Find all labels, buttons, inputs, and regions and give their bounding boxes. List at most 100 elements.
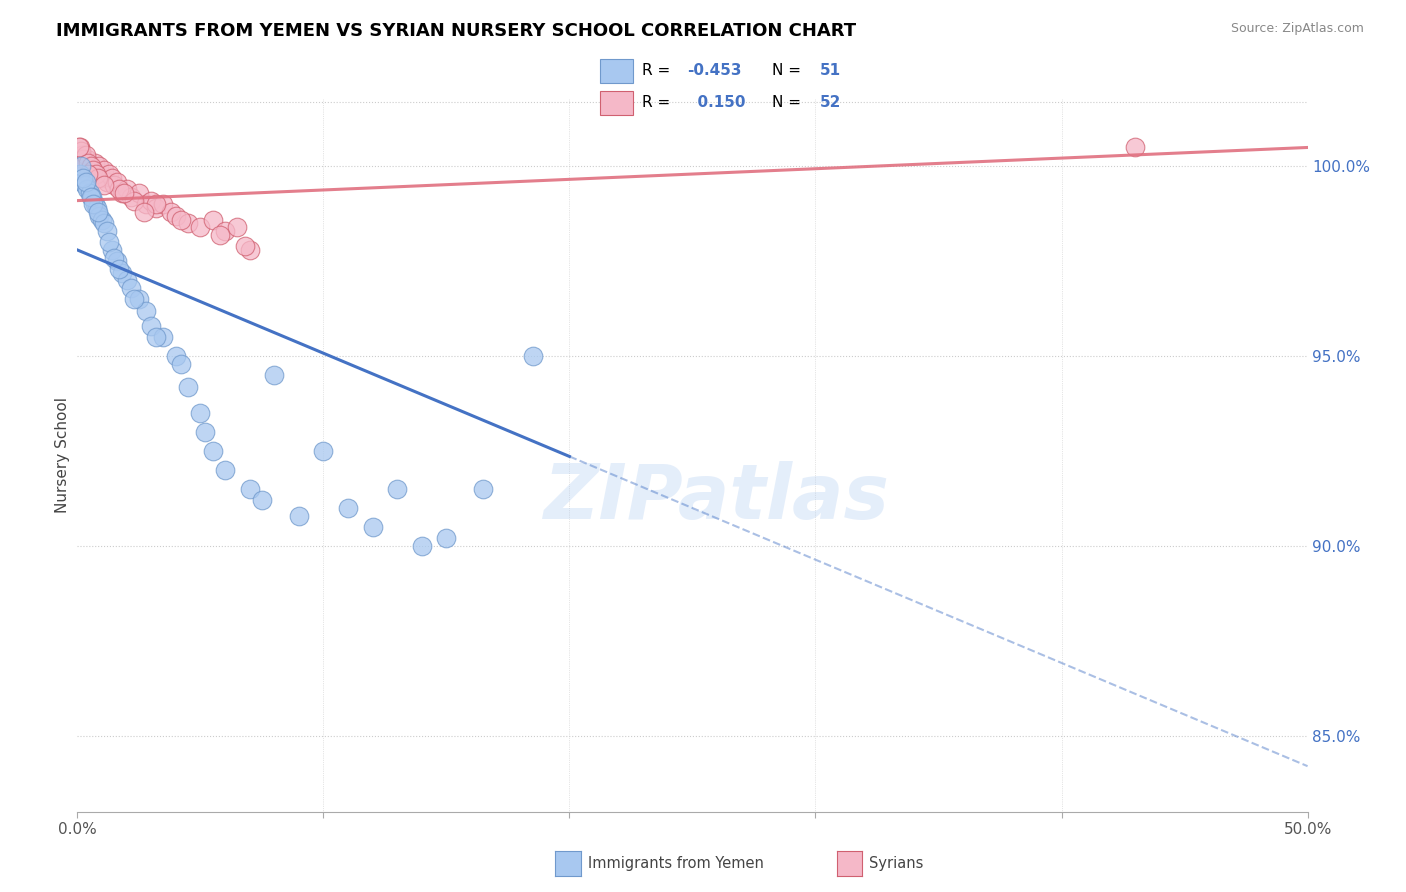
FancyBboxPatch shape	[599, 59, 633, 83]
Point	[80, 190, 103, 204]
Point	[93, 216, 115, 230]
Point	[135, 197, 157, 211]
Point	[165, 209, 187, 223]
Point	[108, 261, 131, 276]
Point	[70, 160, 93, 174]
Point	[194, 425, 217, 439]
Point	[90, 212, 114, 227]
Point	[141, 194, 163, 208]
Point	[112, 186, 135, 200]
Point	[250, 493, 273, 508]
Point	[111, 266, 134, 280]
Text: N =: N =	[772, 95, 806, 110]
Point	[82, 163, 104, 178]
Point	[288, 508, 311, 523]
Point	[67, 140, 90, 154]
Text: R =: R =	[643, 95, 675, 110]
Point	[201, 444, 224, 458]
Point	[141, 318, 163, 333]
Point	[233, 239, 256, 253]
Point	[83, 197, 105, 211]
Point	[69, 167, 91, 181]
Point	[387, 482, 409, 496]
Point	[77, 167, 100, 181]
Point	[209, 227, 232, 242]
Point	[96, 224, 118, 238]
Point	[82, 190, 104, 204]
Point	[115, 273, 138, 287]
Point	[522, 349, 544, 363]
Point	[70, 148, 93, 162]
Text: ZIPatlas: ZIPatlas	[544, 461, 890, 534]
FancyBboxPatch shape	[599, 91, 633, 115]
Point	[145, 330, 167, 344]
Point	[93, 163, 115, 178]
Point	[170, 212, 193, 227]
Point	[214, 224, 236, 238]
Point	[226, 220, 249, 235]
Point	[75, 175, 97, 189]
Point	[90, 170, 114, 185]
Text: N =: N =	[772, 63, 806, 78]
Point	[70, 175, 93, 189]
Point	[152, 197, 174, 211]
Text: Source: ZipAtlas.com: Source: ZipAtlas.com	[1230, 22, 1364, 36]
Text: Syrians: Syrians	[869, 856, 924, 871]
Point	[128, 186, 150, 200]
Point	[86, 201, 108, 215]
Point	[128, 293, 150, 307]
Point	[165, 349, 187, 363]
Point	[103, 251, 125, 265]
Point	[76, 152, 98, 166]
Y-axis label: Nursery School: Nursery School	[55, 397, 70, 513]
Point	[86, 167, 108, 181]
Point	[98, 167, 121, 181]
Text: 52: 52	[820, 95, 842, 110]
Point	[239, 482, 262, 496]
Point	[72, 170, 94, 185]
Point	[69, 140, 91, 154]
Point	[411, 539, 433, 553]
Point	[103, 178, 125, 193]
Point	[472, 482, 495, 496]
Point	[84, 167, 107, 181]
Point	[101, 170, 124, 185]
Point	[96, 175, 118, 189]
Point	[105, 175, 128, 189]
Text: -0.453: -0.453	[688, 63, 742, 78]
Point	[361, 520, 384, 534]
Point	[177, 216, 200, 230]
Point	[111, 186, 134, 200]
Point	[89, 209, 111, 223]
Point	[135, 303, 157, 318]
Point	[160, 205, 183, 219]
Point	[93, 178, 115, 193]
Point	[80, 160, 103, 174]
Point	[122, 293, 145, 307]
Point	[170, 357, 193, 371]
Point	[312, 444, 335, 458]
Point	[201, 212, 224, 227]
Point	[73, 155, 96, 169]
Point	[72, 152, 94, 166]
Text: 51: 51	[820, 63, 841, 78]
Point	[73, 178, 96, 193]
Point	[87, 205, 110, 219]
Point	[1125, 140, 1147, 154]
Point	[190, 406, 212, 420]
Point	[121, 190, 143, 204]
Point	[101, 243, 124, 257]
Point	[87, 170, 110, 185]
Point	[436, 532, 458, 546]
Point	[70, 145, 93, 159]
Point	[79, 186, 101, 200]
Point	[122, 194, 145, 208]
Point	[82, 163, 104, 178]
Point	[98, 235, 121, 250]
Point	[337, 501, 360, 516]
Point	[152, 330, 174, 344]
Point	[263, 368, 285, 383]
Point	[145, 201, 167, 215]
Point	[108, 182, 131, 196]
Text: 0.150: 0.150	[688, 95, 745, 110]
